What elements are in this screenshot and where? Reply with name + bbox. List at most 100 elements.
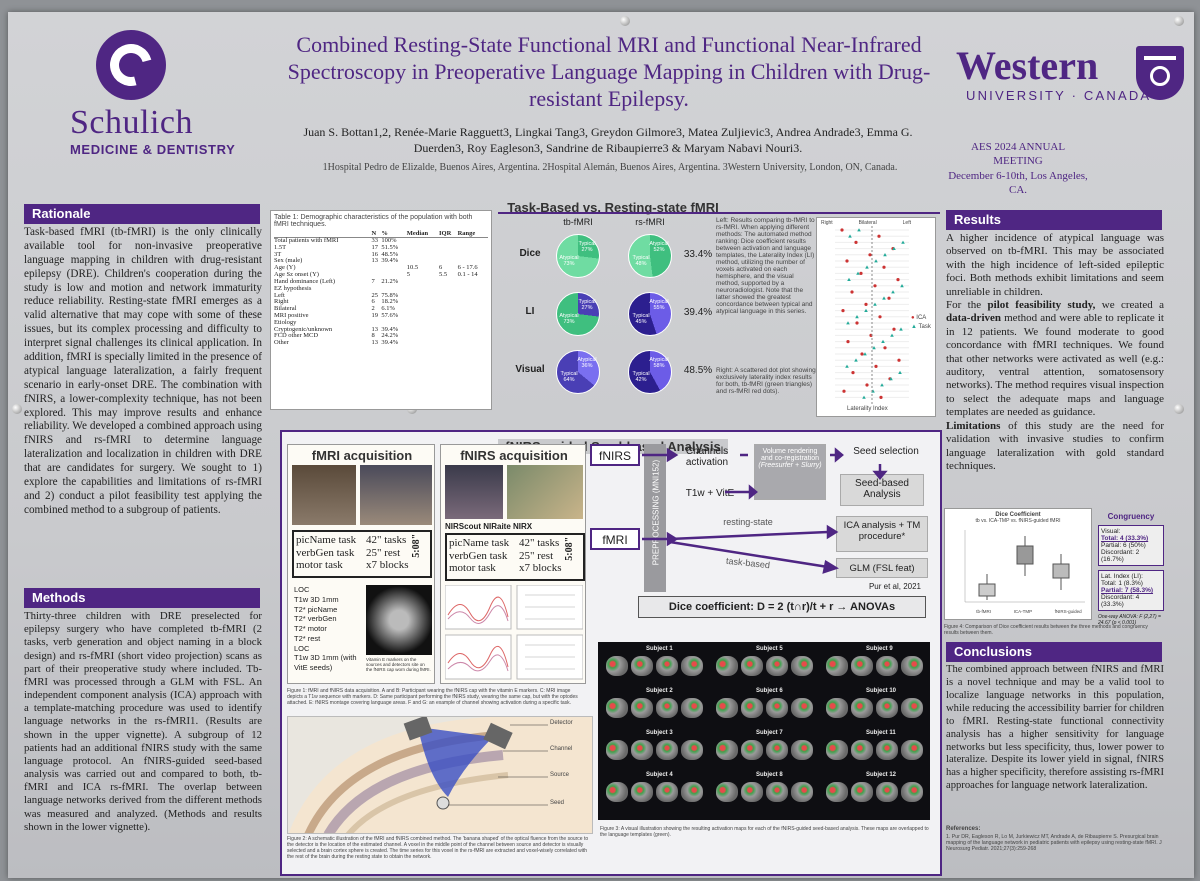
pie-label: Atypical 36% <box>577 357 597 369</box>
pie-label: Typical 48% <box>632 255 650 267</box>
results-p1: A higher incidence of atypical language … <box>946 232 1164 298</box>
table1-caption: Table 1: Demographic characteristics of … <box>274 214 473 228</box>
task-item: motor task <box>449 562 496 575</box>
brain-map <box>656 698 678 718</box>
fmri-acq-title: fMRI acquisition <box>311 448 413 463</box>
timing-item: x7 blocks <box>366 559 409 572</box>
table-cell: Left <box>274 291 285 299</box>
brain-map <box>766 740 788 760</box>
results-p2a: For the <box>946 299 988 312</box>
tb-pie <box>556 350 600 394</box>
flow-dice: Dice coefficient: D = 2 (t∩r)/t + r → AN… <box>638 596 926 618</box>
label-channel: Channel <box>550 746 573 752</box>
task-point <box>882 296 886 300</box>
subject-label: Subject 10 <box>866 688 897 694</box>
table1-header: IQR <box>439 230 458 238</box>
ica-point <box>878 315 882 319</box>
table-cell: Other <box>274 339 289 347</box>
table-row: 3T 16 48.5% <box>274 250 488 259</box>
duration-label: 5:08" <box>564 536 576 561</box>
ica-point <box>865 383 869 387</box>
mri-image-c <box>366 585 432 655</box>
table-cell <box>407 327 439 334</box>
brain-map <box>766 656 788 676</box>
table-cell: Total patients with fMRI <box>274 237 339 244</box>
task-list: picName task verbGen task motor task <box>296 534 366 572</box>
brain-map <box>631 740 653 760</box>
table-cell: 48.5% <box>381 250 399 258</box>
table-cell: EZ hypothesis <box>274 284 312 292</box>
boxplot-subtitle: tb vs. ICA-TMP vs. fNIRS-guided fMRI <box>975 518 1061 524</box>
task-point <box>872 346 876 350</box>
table-cell: 0.1 - 14 <box>457 271 478 279</box>
conclusions-heading: Conclusions <box>946 642 1162 662</box>
figure3-caption: Figure 3: A visual illustration showing … <box>600 826 929 838</box>
flow-glm: GLM (FSL feat) <box>836 558 928 578</box>
poster: Schulich MEDICINE & DENTISTRY Combined R… <box>8 12 1194 878</box>
sequence-item: T1w 3D 1mm <box>294 594 339 604</box>
task-point <box>864 308 868 312</box>
flow-fmri: fMRI <box>590 528 640 550</box>
logo-left: Schulich <box>70 104 193 141</box>
table-row: 1.5T 17 51.5% <box>274 244 488 252</box>
legend-task: Task <box>918 324 931 330</box>
table-cell <box>458 238 488 245</box>
tb-pie <box>556 292 600 336</box>
congruency-title: Congruency <box>1107 512 1155 521</box>
task-item: motor task <box>296 559 343 572</box>
brain-map <box>681 740 703 760</box>
brain-map <box>791 740 813 760</box>
rationale-heading: Rationale <box>24 204 260 224</box>
western-crest-icon <box>1136 46 1184 100</box>
brain-map <box>876 740 898 760</box>
ica-point <box>846 340 850 344</box>
ica-point <box>840 228 844 232</box>
duration-label: 5:08" <box>411 533 423 558</box>
li-line: Total: 1 (8.3%) <box>1101 580 1143 587</box>
flow-channels: Channels activation <box>685 446 729 468</box>
table-cell <box>458 245 488 252</box>
table-row: Right 6 18.2% <box>274 298 488 306</box>
table-cell: 57.6% <box>381 311 399 319</box>
fnirs-acq-title: fNIRS acquisition <box>460 448 568 463</box>
meeting-date: December 6-10th, Los Angeles, CA. <box>948 169 1088 196</box>
table-row: Left 25 75.8% <box>274 291 488 300</box>
task-list: picName task verbGen task motor task <box>449 537 519 575</box>
brain-map <box>606 656 628 676</box>
table-cell <box>458 299 488 306</box>
schulich-logo-icon <box>96 30 166 100</box>
sequence-item: T2* motor <box>294 624 327 633</box>
table-row: Sex (male) 13 39.4% <box>274 258 488 265</box>
table-row: Cryptogenic/unknown 13 39.4% <box>274 325 488 334</box>
table-cell: 8 <box>371 332 375 340</box>
subjects-figure: Subject 1 Subject 2 Subject 3 Subject 4 Subj… <box>598 642 930 820</box>
table1-header <box>274 230 372 238</box>
ica-point <box>855 321 859 325</box>
table-cell <box>458 252 488 259</box>
table-cell: 19 <box>371 311 378 319</box>
table-cell <box>458 286 488 293</box>
timing-list: 42" tasks 25" rest x7 blocks <box>519 537 569 575</box>
table-cell: 13 <box>371 325 378 333</box>
table-cell: 39.4% <box>381 257 399 265</box>
table-cell <box>407 299 439 306</box>
subject-label: Subject 7 <box>756 730 783 736</box>
brain-map <box>631 782 653 802</box>
table-cell: 18.2% <box>381 298 399 306</box>
task-item: verbGen task <box>449 549 508 562</box>
ica-point <box>877 234 881 238</box>
pie-label: Typical 27% <box>578 241 596 253</box>
brain-map <box>741 656 763 676</box>
meeting-name: AES 2024 ANNUAL MEETING <box>970 141 1066 168</box>
subject-label: Subject 12 <box>866 772 897 778</box>
laterality-dot-plot: Right Bilateral Left ● ICA ▲ Task Latera… <box>816 217 936 417</box>
table-cell: 33 <box>371 237 378 244</box>
subject-label: Subject 9 <box>866 646 893 652</box>
task-point <box>883 253 887 257</box>
results-p2b: pilot feasibility study, <box>987 299 1096 312</box>
task-point <box>881 339 885 343</box>
pie-label: Atypical 55% <box>649 299 669 311</box>
references-heading: References: <box>946 826 981 832</box>
table-cell: 6 - 17.6 <box>457 264 478 272</box>
table-cell <box>458 279 488 286</box>
